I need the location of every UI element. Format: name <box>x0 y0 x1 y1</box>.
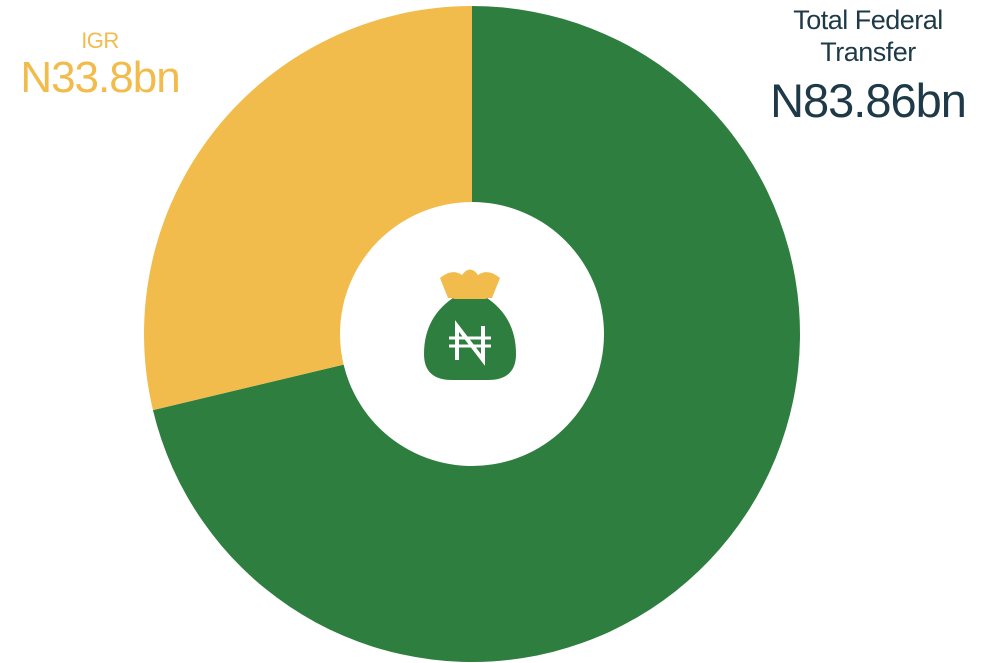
slice <box>152 6 800 662</box>
value-label: N83.86bn <box>770 73 967 127</box>
slice-label: Total Federal Transfer N83.86bn <box>760 4 976 129</box>
slice-label: IGR N33.8bn <box>0 28 200 105</box>
value-label: N33.8bn <box>20 53 180 103</box>
category-name: Total Federal Transfer <box>793 5 943 68</box>
slice <box>144 6 472 411</box>
category-name: IGR <box>81 28 119 53</box>
donut <box>144 6 800 662</box>
money-bag-icon <box>424 269 516 380</box>
